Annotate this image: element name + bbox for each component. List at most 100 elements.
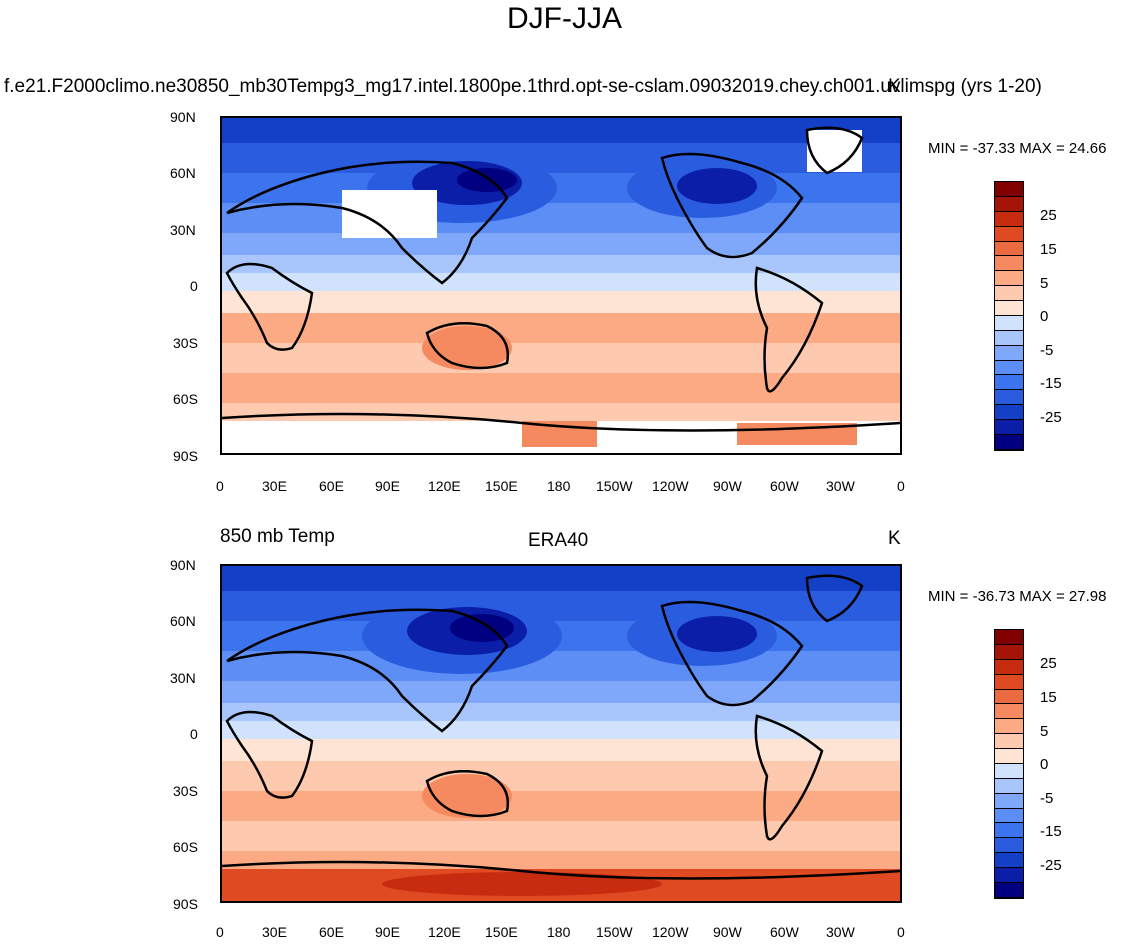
colorbar-swatch	[995, 405, 1023, 420]
lon-label: 0	[216, 924, 224, 940]
lon-label: 30E	[262, 924, 287, 940]
panel-2-units: K	[888, 528, 901, 549]
colorbar-swatch	[995, 659, 1023, 675]
colorbar-label: -15	[1040, 823, 1062, 840]
colorbar-swatch	[995, 271, 1023, 287]
map-2-field	[222, 566, 900, 901]
colorbar-swatch	[995, 882, 1023, 898]
colorbar-swatch	[995, 196, 1023, 212]
colorbar-label: 15	[1040, 689, 1057, 706]
lon-label: 150W	[596, 924, 633, 940]
lon-label: 120W	[652, 924, 689, 940]
lon-label: 30W	[826, 478, 855, 494]
colorbar-swatch	[995, 644, 1023, 660]
colorbar-swatch	[995, 226, 1023, 242]
lon-label: 0	[897, 478, 905, 494]
lat-label: 30S	[173, 783, 198, 799]
lat-label: 60S	[173, 839, 198, 855]
map-panel-1	[220, 116, 902, 455]
lon-label: 90W	[713, 924, 742, 940]
colorbar-swatch	[995, 241, 1023, 257]
colorbar-label: -25	[1040, 857, 1062, 874]
colorbar-label: 0	[1040, 308, 1049, 325]
colorbar-swatch	[995, 704, 1023, 720]
colorbar-swatch	[995, 345, 1023, 361]
colorbar-swatch	[995, 823, 1023, 839]
lon-label: 90W	[713, 478, 742, 494]
colorbar-swatch	[995, 301, 1023, 316]
lon-label: 60W	[770, 478, 799, 494]
colorbar-swatch	[995, 868, 1023, 883]
colorbar-label: -25	[1040, 409, 1062, 426]
lon-label: 90E	[375, 924, 400, 940]
panel-2-left-label: 850 mb Temp	[220, 526, 335, 547]
colorbar-swatch	[995, 838, 1023, 854]
lat-label: 0	[190, 726, 198, 742]
panel-2-minmax: MIN = -36.73 MAX = 27.98	[928, 588, 1107, 605]
panel-1-colorbar	[994, 181, 1024, 451]
colorbar-swatch	[995, 808, 1023, 824]
colorbar-swatch	[995, 763, 1023, 779]
lon-label: 120E	[428, 924, 461, 940]
lon-label: 150W	[596, 478, 633, 494]
colorbar-swatch	[995, 434, 1023, 450]
colorbar-swatch	[995, 286, 1023, 301]
lat-label: 90S	[173, 896, 198, 912]
lat-label: 90N	[170, 557, 196, 573]
lat-label: 60N	[170, 613, 196, 629]
lat-label: 90N	[170, 109, 196, 125]
colorbar-swatch	[995, 211, 1023, 227]
coastline-shape	[222, 574, 900, 880]
colorbar-swatch	[995, 719, 1023, 735]
colorbar-swatch	[995, 734, 1023, 749]
colorbar-swatch	[995, 689, 1023, 705]
lon-label: 120E	[428, 478, 461, 494]
lon-label: 60E	[319, 478, 344, 494]
lon-label: 120W	[652, 478, 689, 494]
lon-label: 180	[547, 924, 571, 940]
lat-label: 90S	[173, 448, 198, 464]
lon-label: 150E	[485, 924, 518, 940]
figure-title: DJF-JJA	[507, 2, 622, 35]
lon-label: 60W	[770, 924, 799, 940]
colorbar-label: 25	[1040, 655, 1057, 672]
lon-label: 150E	[485, 478, 518, 494]
map-1-field	[222, 118, 900, 453]
map-panel-2	[220, 564, 902, 903]
lat-label: 0	[190, 278, 198, 294]
colorbar-label: 0	[1040, 756, 1049, 773]
panel-2-center-label: ERA40	[528, 530, 589, 551]
colorbar-swatch	[995, 315, 1023, 331]
lon-label: 0	[216, 478, 224, 494]
lat-label: 30N	[170, 670, 196, 686]
colorbar-swatch	[995, 330, 1023, 346]
colorbar-swatch	[995, 256, 1023, 272]
colorbar-swatch	[995, 853, 1023, 868]
panel-1-minmax: MIN = -37.33 MAX = 24.66	[928, 140, 1107, 157]
colorbar-label: 15	[1040, 241, 1057, 258]
colorbar-label: -15	[1040, 375, 1062, 392]
colorbar-swatch	[995, 420, 1023, 435]
lon-label: 30W	[826, 924, 855, 940]
lon-label: 90E	[375, 478, 400, 494]
panel-1-title: f.e21.F2000climo.ne30850_mb30Tempg3_mg17…	[4, 76, 1042, 97]
panel-2-colorbar	[994, 629, 1024, 899]
panel-1-units: K	[888, 76, 901, 97]
colorbar-label: 5	[1040, 723, 1049, 740]
colorbar-label: 25	[1040, 207, 1057, 224]
lon-label: 30E	[262, 478, 287, 494]
colorbar-swatch	[995, 793, 1023, 809]
colorbar-swatch	[995, 375, 1023, 391]
colorbar-swatch	[995, 630, 1023, 645]
colorbar-label: 5	[1040, 275, 1049, 292]
lon-label: 0	[897, 924, 905, 940]
lat-label: 60N	[170, 165, 196, 181]
coastline-shape	[222, 126, 900, 432]
colorbar-swatch	[995, 360, 1023, 376]
colorbar-swatch	[995, 182, 1023, 197]
lon-label: 60E	[319, 924, 344, 940]
lon-label: 180	[547, 478, 571, 494]
colorbar-label: -5	[1040, 790, 1054, 807]
colorbar-label: -5	[1040, 342, 1054, 359]
colorbar-swatch	[995, 778, 1023, 794]
